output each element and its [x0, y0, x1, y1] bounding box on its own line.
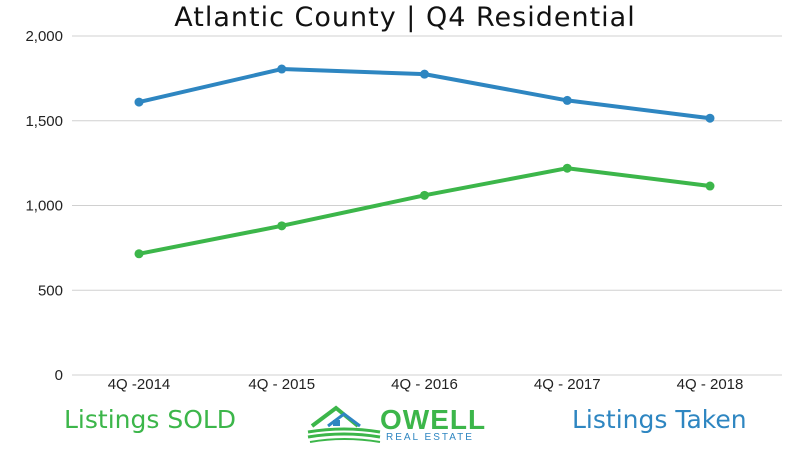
house-roof-inner — [327, 412, 361, 428]
data-point — [562, 163, 572, 173]
y-tick-label: 500 — [38, 282, 63, 299]
house-window — [333, 420, 340, 426]
logo-swoosh-1 — [307, 427, 381, 434]
x-tick-label: 4Q - 2017 — [534, 376, 601, 393]
data-point — [277, 221, 287, 231]
logo-wordmark: OWELL — [380, 404, 487, 435]
x-tick-label: 4Q - 2016 — [391, 376, 458, 393]
y-tick-label: 2,000 — [25, 28, 63, 45]
x-tick-label: 4Q - 2018 — [677, 376, 744, 393]
logo-tagline: REAL ESTATE — [386, 432, 474, 443]
logo-swoosh-2 — [307, 432, 381, 439]
series-line — [137, 166, 712, 256]
data-point — [420, 190, 429, 200]
data-point — [420, 69, 429, 79]
y-axis-ticks: 0 500 1,000 1,500 2,000 — [25, 28, 63, 384]
x-axis-ticks: 4Q -2014 4Q - 2015 4Q - 2016 4Q - 2017 4Q - … — [108, 376, 744, 393]
logo-swoosh-3 — [309, 438, 381, 443]
y-tick-label: 1,000 — [25, 198, 63, 215]
gridlines — [72, 35, 782, 376]
x-tick-label: 4Q - 2015 — [248, 376, 315, 393]
house-icon — [307, 405, 381, 443]
data-point — [562, 95, 572, 105]
data-point — [705, 181, 715, 191]
legend-listings-taken: Listings Taken — [572, 405, 747, 434]
company-logo: OWELL REAL ESTATE — [306, 400, 490, 446]
data-point — [277, 64, 287, 74]
data-point — [134, 249, 144, 259]
y-tick-label: 1,500 — [25, 113, 63, 130]
data-point — [705, 113, 715, 123]
data-point — [134, 97, 144, 107]
chart-title: Atlantic County | Q4 Residential — [174, 2, 636, 33]
legend-listings-sold: Listings SOLD — [64, 405, 237, 434]
series — [134, 64, 715, 259]
x-tick-label: 4Q -2014 — [108, 376, 171, 393]
y-tick-label: 0 — [55, 367, 63, 384]
